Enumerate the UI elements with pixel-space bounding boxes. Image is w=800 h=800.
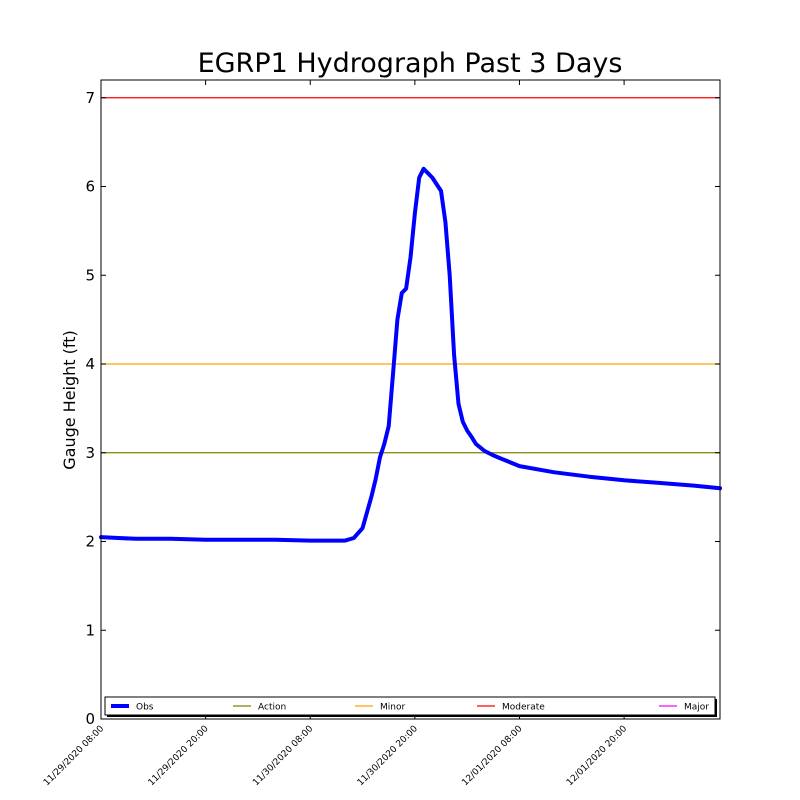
- legend: Obs Action Minor Moderate Major: [104, 696, 717, 717]
- chart-title: EGRP1 Hydrograph Past 3 Days: [198, 48, 623, 79]
- legend-label-obs: Obs: [136, 703, 154, 713]
- legend-label-major: Major: [684, 703, 709, 713]
- legend-box: [104, 696, 716, 716]
- x-tick-label: 11/30/2020 08:00: [251, 724, 315, 788]
- x-tick-label: 11/29/2020 20:00: [147, 724, 211, 788]
- y-tick-label: 3: [85, 444, 95, 462]
- y-tick-label: 7: [85, 89, 95, 107]
- legend-label-moderate: Moderate: [502, 703, 545, 713]
- x-tick-label: 11/30/2020 20:00: [356, 724, 420, 788]
- obs-series-line: [99, 166, 722, 543]
- axes: 0 1 2 3 4 5 6 7 11/29/2020 08:00 11/29/2020 20:00…: [42, 79, 721, 788]
- threshold-lines: [101, 97, 720, 454]
- y-tick-label: 6: [85, 178, 95, 196]
- y-axis-label: Gauge Height (ft): [60, 330, 79, 470]
- plot-frame: [100, 79, 721, 720]
- y-tick-label: 0: [85, 710, 95, 728]
- series-layer: [99, 166, 722, 543]
- x-tick-label: 12/01/2020 20:00: [565, 724, 629, 788]
- y-tick-label: 1: [85, 621, 95, 639]
- y-tick-label: 4: [85, 355, 95, 373]
- y-tick-label: 2: [85, 533, 95, 551]
- legend-label-minor: Minor: [380, 703, 405, 713]
- x-tick-label: 11/29/2020 08:00: [42, 724, 106, 788]
- legend-label-action: Action: [258, 703, 286, 713]
- y-tick-label: 5: [85, 266, 95, 284]
- x-tick-label: 12/01/2020 08:00: [460, 724, 524, 788]
